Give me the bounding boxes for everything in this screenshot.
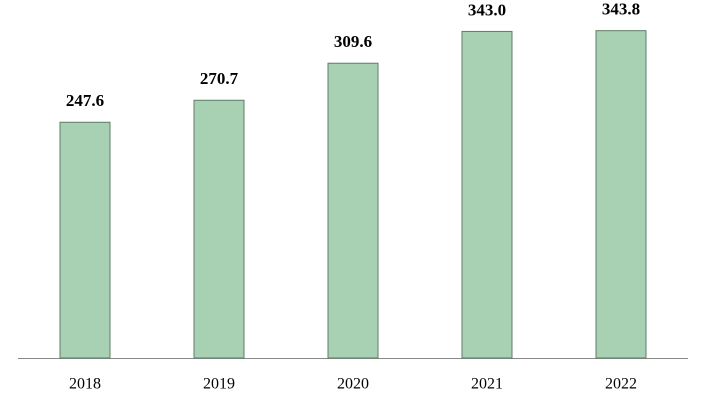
x-tick-label: 2021 (471, 376, 503, 393)
x-tick-label: 2020 (337, 376, 369, 393)
bar (461, 30, 513, 359)
value-label: 343.8 (602, 0, 640, 19)
x-tick-label: 2018 (69, 376, 101, 393)
x-tick-label: 2019 (203, 376, 235, 393)
bar (327, 62, 379, 359)
bar (595, 30, 647, 359)
x-tick-label: 2022 (605, 376, 637, 393)
value-label: 343.0 (468, 0, 506, 19)
value-label: 270.7 (200, 69, 239, 88)
bar (193, 99, 245, 359)
value-label: 309.6 (334, 32, 372, 51)
bar (59, 121, 111, 359)
value-label: 247.6 (66, 91, 104, 110)
